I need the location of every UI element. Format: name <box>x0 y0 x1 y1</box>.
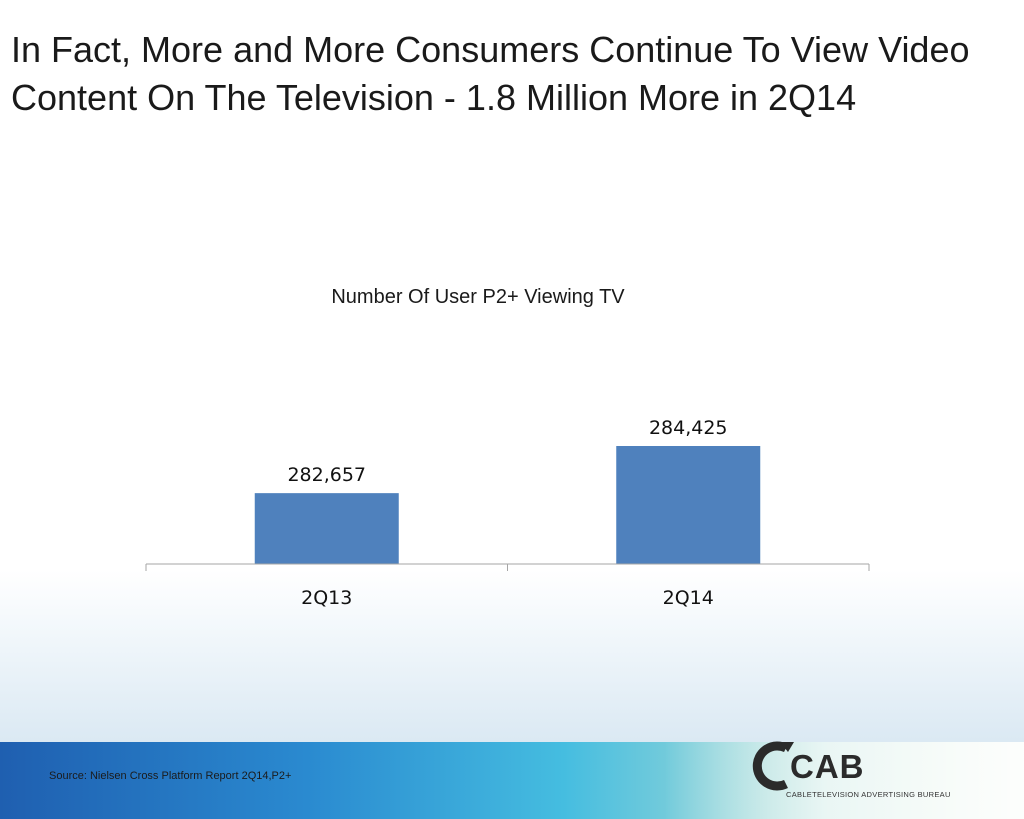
bars-layer: 282,657 2Q13 284,425 2Q14 <box>254 417 761 609</box>
data-label: 282,657 <box>287 464 366 486</box>
footer-wave <box>664 742 1024 819</box>
chart-title: Number Of User P2+ Viewing TV <box>331 286 625 308</box>
cab-logo: CAB CABLETELEVISION ADVERTISING BUREAU <box>750 734 960 804</box>
slide-title: In Fact, More and More Consumers Continu… <box>11 29 970 118</box>
source-note: Source: Nielsen Cross Platform Report 2Q… <box>49 770 292 782</box>
bar-chart: Number Of User P2+ Viewing TV 282,657 2Q1… <box>0 270 1024 620</box>
logo-wordmark: CAB <box>790 748 865 785</box>
x-tick-label: 2Q13 <box>301 587 352 609</box>
logo-subtitle: CABLETELEVISION ADVERTISING BUREAU <box>786 790 951 799</box>
data-label: 284,425 <box>649 417 728 439</box>
cab-logo-icon <box>752 741 794 791</box>
chart-svg: Number Of User P2+ Viewing TV 282,657 2Q1… <box>145 286 870 609</box>
bar-2q14 <box>616 446 761 564</box>
x-tick-label: 2Q14 <box>663 587 714 609</box>
bar-2q13 <box>254 493 399 564</box>
footer-band: Source: Nielsen Cross Platform Report 2Q… <box>0 741 1024 819</box>
